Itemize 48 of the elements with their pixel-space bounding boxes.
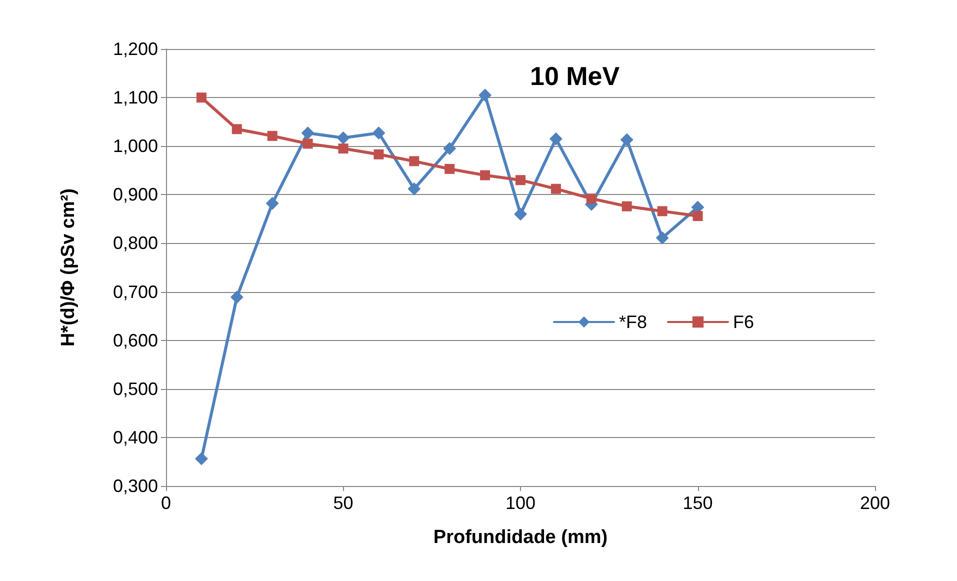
point [444,164,455,174]
y-tick-label: 0,600 [112,330,158,350]
legend-label: *F8 [618,312,647,332]
y-tick-label: 0,800 [112,233,158,254]
y-tick-label: 1,000 [112,136,158,156]
y-axis-title: H*(d)/Φ (pSv cm²) [58,188,79,347]
point [480,170,490,180]
point [408,182,421,196]
point [409,156,420,166]
y-tick-label: 0,300 [112,476,158,496]
point [692,211,703,222]
y-tick-label: 0,500 [112,378,158,399]
x-tick-label: 0 [160,493,172,513]
point [267,130,278,141]
point [478,88,492,102]
point [372,126,386,140]
x-tick-label: 200 [860,493,890,513]
point [338,144,348,154]
y-tick-label: 0,700 [112,282,158,302]
y-tick-label: 1,100 [112,88,158,108]
point [622,201,632,212]
point [194,452,208,466]
point [657,206,668,216]
text: 10 MeV [530,61,620,91]
point [232,124,242,134]
y-tick-label: 0,400 [112,427,158,448]
point [266,196,279,210]
legend-label: F6 [732,312,754,332]
point [620,133,634,146]
point [374,149,384,160]
point [514,208,527,221]
point [302,138,313,149]
x-tick-label: 150 [682,493,713,513]
x-tick-label: 50 [333,493,354,513]
point [516,175,526,186]
point [336,131,350,144]
x-tick-label: 100 [505,493,536,513]
point [443,142,456,156]
point [586,194,596,204]
y-tick-label: 1,200 [112,39,158,59]
point [196,92,206,103]
point [301,126,314,140]
point [550,184,561,194]
point [549,132,562,146]
point [230,290,244,304]
point [656,231,669,244]
x-axis-title: Profundidade (mm) [433,527,608,548]
y-tick-label: 0,900 [112,184,158,205]
